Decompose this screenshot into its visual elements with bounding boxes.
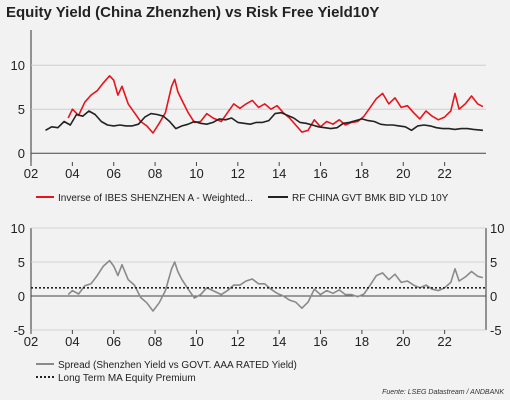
top-x-tick-label: 16 xyxy=(313,166,327,181)
bottom-x-tick-label: 12 xyxy=(231,334,245,349)
bottom-y-right-tick-label: 0 xyxy=(490,289,497,304)
top-x-tick-label: 04 xyxy=(65,166,79,181)
legend-label-rf-yield: RF CHINA GVT BMK BID YLD 10Y xyxy=(292,193,449,204)
bottom-x-tick-label: 20 xyxy=(396,334,410,349)
chart-title: Equity Yield (China Zhenzhen) vs Risk Fr… xyxy=(6,4,380,21)
top-y-tick-label: 10 xyxy=(11,58,25,73)
bottom-y-right-tick-label: 5 xyxy=(490,255,497,270)
bottom-y-right-tick-label: 10 xyxy=(490,221,504,236)
top-series-line-1 xyxy=(45,110,483,132)
legend-label-equity-yield: Inverse of IBES SHENZHEN A - Weighted... xyxy=(58,193,253,204)
top-x-tick-label: 18 xyxy=(355,166,369,181)
legend-label-ma-premium: Long Term MA Equity Premium xyxy=(58,373,196,384)
bottom-y-tick-label: 0 xyxy=(18,289,25,304)
bottom-x-tick-label: 10 xyxy=(189,334,203,349)
bottom-x-tick-label: 04 xyxy=(65,334,79,349)
bottom-y-right-tick-label: -5 xyxy=(490,323,502,338)
legend-label-spread: Spread (Shenzhen Yield vs GOVT. AAA RATE… xyxy=(58,360,297,371)
top-series-line-0 xyxy=(67,75,484,134)
bottom-x-tick-label: 02 xyxy=(24,334,38,349)
top-x-tick-label: 10 xyxy=(189,166,203,181)
bottom-y-tick-label: -5 xyxy=(13,323,25,338)
top-x-tick-label: 06 xyxy=(106,166,120,181)
bottom-series-line-0 xyxy=(67,259,484,312)
top-x-tick-label: 02 xyxy=(24,166,38,181)
top-x-tick-label: 22 xyxy=(437,166,451,181)
top-y-tick-label: 5 xyxy=(18,102,25,117)
bottom-x-tick-label: 14 xyxy=(272,334,286,349)
bottom-x-tick-label: 18 xyxy=(355,334,369,349)
bottom-y-tick-label: 5 xyxy=(18,255,25,270)
top-x-tick-label: 14 xyxy=(272,166,286,181)
bottom-x-tick-label: 08 xyxy=(148,334,162,349)
top-x-tick-label: 08 xyxy=(148,166,162,181)
top-x-tick-label: 12 xyxy=(231,166,245,181)
bottom-x-tick-label: 22 xyxy=(437,334,451,349)
top-x-tick-label: 20 xyxy=(396,166,410,181)
top-y-tick-label: 0 xyxy=(18,146,25,161)
bottom-y-tick-label: 10 xyxy=(11,221,25,236)
source-note: Fuente: LSEG Datastream / ANDBANK xyxy=(382,389,504,396)
bottom-x-tick-label: 06 xyxy=(106,334,120,349)
bottom-x-tick-label: 16 xyxy=(313,334,327,349)
